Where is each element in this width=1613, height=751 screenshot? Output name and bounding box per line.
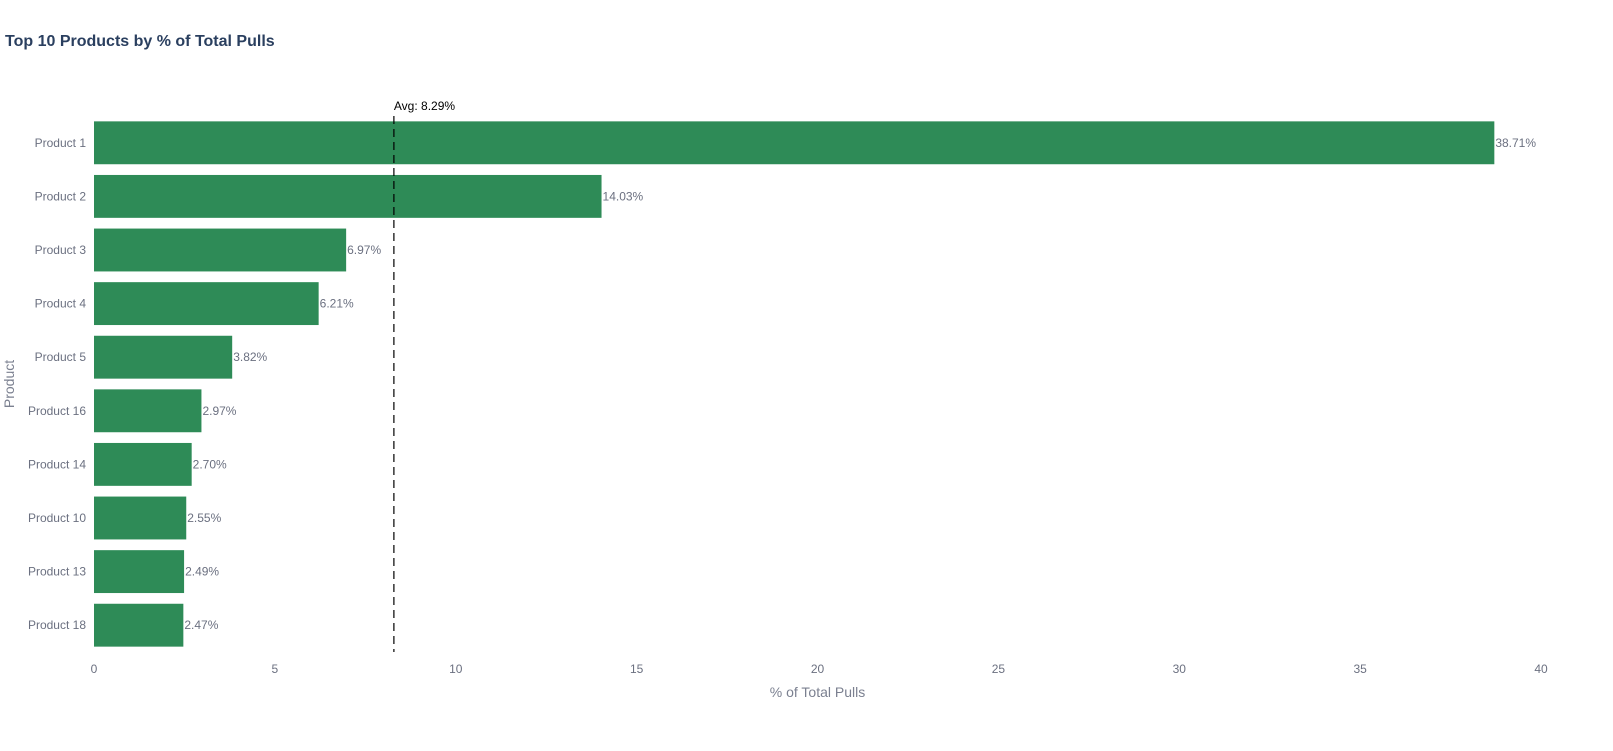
x-tick-label: 10 xyxy=(449,662,463,676)
bar-product-3 xyxy=(94,228,347,272)
bar-product-14 xyxy=(94,442,192,486)
data-label: 6.21% xyxy=(320,297,354,311)
bars-layer xyxy=(94,121,1495,647)
data-label: 2.47% xyxy=(184,618,218,632)
data-label: 2.55% xyxy=(187,511,221,525)
y-tick-label: Product 16 xyxy=(28,404,86,418)
data-label: 14.03% xyxy=(603,189,644,203)
data-label: 2.70% xyxy=(193,457,227,471)
x-tick-label: 0 xyxy=(91,662,98,676)
x-tick-label: 40 xyxy=(1534,662,1548,676)
x-tick-label: 20 xyxy=(811,662,825,676)
y-tick-label: Product 3 xyxy=(35,243,87,257)
bar-product-1 xyxy=(94,121,1495,165)
labels-layer: 38.71% Product 1 14.03% Product 2 6.97% Produ… xyxy=(28,136,1548,676)
x-tick-label: 15 xyxy=(630,662,644,676)
bar-product-5 xyxy=(94,335,233,379)
y-tick-label: Product 13 xyxy=(28,565,86,579)
y-tick-label: Product 14 xyxy=(28,457,86,471)
bar-product-18 xyxy=(94,603,184,647)
data-label: 3.82% xyxy=(233,350,267,364)
x-tick-label: 5 xyxy=(272,662,279,676)
y-tick-label: Product 5 xyxy=(35,350,87,364)
data-label: 6.97% xyxy=(347,243,381,257)
x-tick-label: 25 xyxy=(992,662,1006,676)
y-tick-label: Product 18 xyxy=(28,618,86,632)
bar-product-16 xyxy=(94,389,202,433)
axes-layer: % of Total Pulls Product xyxy=(1,360,865,700)
bar-product-2 xyxy=(94,174,602,218)
data-label: 38.71% xyxy=(1495,136,1536,150)
y-axis-title: Product xyxy=(1,360,17,408)
y-tick-label: Product 4 xyxy=(35,297,87,311)
chart-title: Top 10 Products by % of Total Pulls xyxy=(5,33,275,50)
x-axis-title: % of Total Pulls xyxy=(770,684,865,700)
x-tick-label: 30 xyxy=(1173,662,1187,676)
y-tick-label: Product 2 xyxy=(35,189,87,203)
bar-product-4 xyxy=(94,282,319,326)
bar-product-10 xyxy=(94,496,187,540)
bar-product-13 xyxy=(94,550,185,594)
y-tick-label: Product 10 xyxy=(28,511,86,525)
data-label: 2.97% xyxy=(202,404,236,418)
data-label: 2.49% xyxy=(185,565,219,579)
reference-line-layer: Avg: 8.29% xyxy=(393,99,455,652)
x-tick-label: 35 xyxy=(1353,662,1367,676)
y-tick-label: Product 1 xyxy=(35,136,87,150)
average-line-label: Avg: 8.29% xyxy=(394,99,455,113)
